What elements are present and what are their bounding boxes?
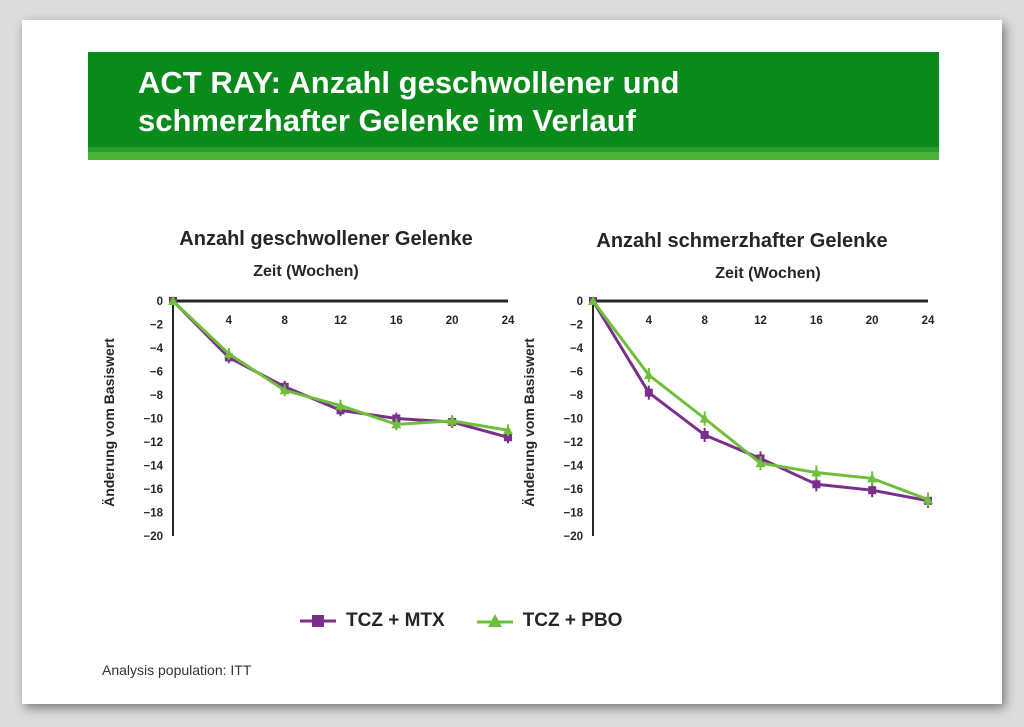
banner-stripe-bottom xyxy=(88,152,939,160)
y-tick-label: −18 xyxy=(563,508,583,520)
y-tick-label: −18 xyxy=(143,508,163,520)
data-point-tcz-pbo xyxy=(447,415,458,425)
y-tick-label: −4 xyxy=(570,343,584,355)
data-point-tcz-mtx xyxy=(644,388,653,397)
y-tick-label: −12 xyxy=(563,437,583,449)
y-tick-label: −20 xyxy=(563,531,583,543)
y-tick-label: 0 xyxy=(157,296,163,308)
x-tick-label: 16 xyxy=(390,315,403,327)
legend-triangle-marker-icon xyxy=(476,614,513,627)
banner-stripe xyxy=(88,147,939,152)
legend-label-tcz-mtx: TCZ + MTX xyxy=(346,610,445,631)
data-point-tcz-mtx xyxy=(700,430,709,439)
data-point-tcz-pbo xyxy=(867,473,878,483)
y-tick-label: −8 xyxy=(150,390,164,402)
data-point-tcz-pbo xyxy=(643,370,654,380)
y-tick-label: −10 xyxy=(143,414,163,426)
data-point-tcz-mtx xyxy=(504,433,512,442)
x-tick-label: 8 xyxy=(281,315,288,327)
y-tick-label: −6 xyxy=(150,367,163,379)
y-tick-label: −16 xyxy=(563,484,583,496)
data-point-tcz-pbo xyxy=(503,425,513,435)
data-point-tcz-pbo xyxy=(699,413,710,423)
chart-swollen-joints: Änderung vom Basiswert 0 −2 −4 −6 −8 −10 −12 −14… xyxy=(101,296,515,543)
legend-item-tcz-mtx: TCZ + MTX xyxy=(300,610,445,632)
legend-label-tcz-pbo: TCZ + PBO xyxy=(522,610,623,631)
title-banner: ACT RAY: Anzahl geschwollener und schmer… xyxy=(88,52,939,160)
x-tick-label: 24 xyxy=(502,315,515,327)
footnote: Analysis population: ITT xyxy=(102,662,252,678)
data-point-tcz-mtx xyxy=(868,486,877,495)
slide-title-line1: ACT RAY: Anzahl geschwollener und xyxy=(138,65,680,100)
y-tick-label: −8 xyxy=(570,390,584,402)
y-axis-title: Änderung vom Basiswert xyxy=(521,338,537,507)
data-point-tcz-mtx xyxy=(812,480,821,489)
y-tick-label: 0 xyxy=(577,296,583,308)
legend-square-marker-icon xyxy=(300,615,336,627)
data-point-tcz-pbo xyxy=(811,467,822,477)
x-tick-label: 20 xyxy=(866,315,879,327)
x-tick-label: 4 xyxy=(226,315,233,327)
data-point-tcz-pbo xyxy=(391,419,402,429)
chart-title-tender: Anzahl schmerzhafter Gelenke xyxy=(596,230,888,252)
x-tick-label: 12 xyxy=(334,315,347,327)
x-tick-label: 8 xyxy=(701,315,708,327)
series-line-tcz-mtx xyxy=(591,300,929,503)
y-tick-label: −12 xyxy=(143,437,163,449)
x-tick-label: 16 xyxy=(810,315,823,327)
data-point-tcz-pbo xyxy=(223,348,234,358)
x-tick-label: 12 xyxy=(754,315,767,327)
data-point-tcz-pbo xyxy=(755,458,766,468)
y-tick-label: −10 xyxy=(563,414,583,426)
slide: ACT RAY: Anzahl geschwollener und schmer… xyxy=(22,20,1002,704)
x-tick-label: 24 xyxy=(922,315,935,327)
y-tick-label: −6 xyxy=(570,367,583,379)
y-tick-label: −20 xyxy=(143,531,163,543)
data-point-tcz-pbo xyxy=(588,296,598,305)
y-tick-label: −2 xyxy=(570,320,583,332)
chart-tender-joints: Änderung vom Basiswert 0 −2 −4 −6 −8 −10 −12 −14… xyxy=(521,296,935,543)
legend-item-tcz-pbo: TCZ + PBO xyxy=(476,610,623,632)
data-point-tcz-pbo xyxy=(168,296,178,305)
data-point-tcz-pbo xyxy=(923,494,933,504)
y-tick-label: −14 xyxy=(563,461,583,473)
y-tick-label: −4 xyxy=(150,343,164,355)
slide-title-line2: schmerzhafter Gelenke im Verlauf xyxy=(138,103,636,138)
legend: TCZ + MTX TCZ + PBO xyxy=(300,606,654,636)
x-tick-label: 4 xyxy=(646,315,653,327)
y-tick-label: −16 xyxy=(143,484,163,496)
x-axis-title-swollen: Zeit (Wochen) xyxy=(253,263,359,280)
data-point-tcz-pbo xyxy=(335,400,346,410)
chart-title-swollen: Anzahl geschwollener Gelenke xyxy=(179,228,473,250)
slide-title: ACT RAY: Anzahl geschwollener und schmer… xyxy=(138,64,679,140)
y-tick-label: −2 xyxy=(150,320,163,332)
y-tick-label: −14 xyxy=(143,461,163,473)
y-axis-title: Änderung vom Basiswert xyxy=(101,338,117,507)
x-axis-title-tender: Zeit (Wochen) xyxy=(715,265,821,282)
data-point-tcz-pbo xyxy=(279,385,290,395)
x-tick-label: 20 xyxy=(446,315,459,327)
